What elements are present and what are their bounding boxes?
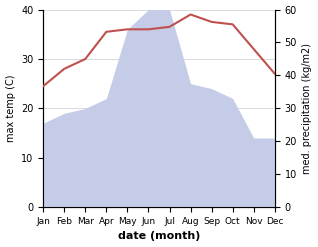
Y-axis label: med. precipitation (kg/m2): med. precipitation (kg/m2) bbox=[302, 43, 313, 174]
Y-axis label: max temp (C): max temp (C) bbox=[5, 75, 16, 142]
X-axis label: date (month): date (month) bbox=[118, 231, 200, 242]
